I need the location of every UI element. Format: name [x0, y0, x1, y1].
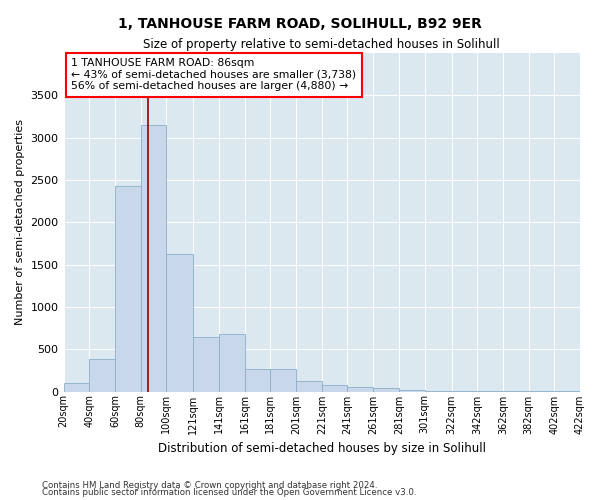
Bar: [245, 368, 271, 392]
Title: Size of property relative to semi-detached houses in Solihull: Size of property relative to semi-detach…: [143, 38, 500, 51]
Bar: [193, 336, 219, 392]
Bar: [296, 382, 322, 392]
Bar: [452, 391, 477, 392]
Text: 1, TANHOUSE FARM ROAD, SOLIHULL, B92 9ER: 1, TANHOUSE FARM ROAD, SOLIHULL, B92 9ER: [118, 18, 482, 32]
Bar: [399, 390, 425, 392]
Bar: [322, 385, 347, 392]
Bar: [347, 387, 373, 392]
Y-axis label: Number of semi-detached properties: Number of semi-detached properties: [15, 120, 25, 326]
Bar: [271, 369, 296, 392]
Text: 1 TANHOUSE FARM ROAD: 86sqm
← 43% of semi-detached houses are smaller (3,738)
56: 1 TANHOUSE FARM ROAD: 86sqm ← 43% of sem…: [71, 58, 356, 92]
Text: Contains HM Land Registry data © Crown copyright and database right 2024.: Contains HM Land Registry data © Crown c…: [42, 480, 377, 490]
Bar: [373, 388, 399, 392]
Text: Contains public sector information licensed under the Open Government Licence v3: Contains public sector information licen…: [42, 488, 416, 497]
X-axis label: Distribution of semi-detached houses by size in Solihull: Distribution of semi-detached houses by …: [158, 442, 486, 455]
Bar: [425, 390, 452, 392]
Bar: [166, 254, 193, 392]
Bar: [64, 383, 89, 392]
Bar: [219, 334, 245, 392]
Bar: [115, 186, 140, 392]
Bar: [140, 125, 166, 392]
Bar: [89, 360, 115, 392]
